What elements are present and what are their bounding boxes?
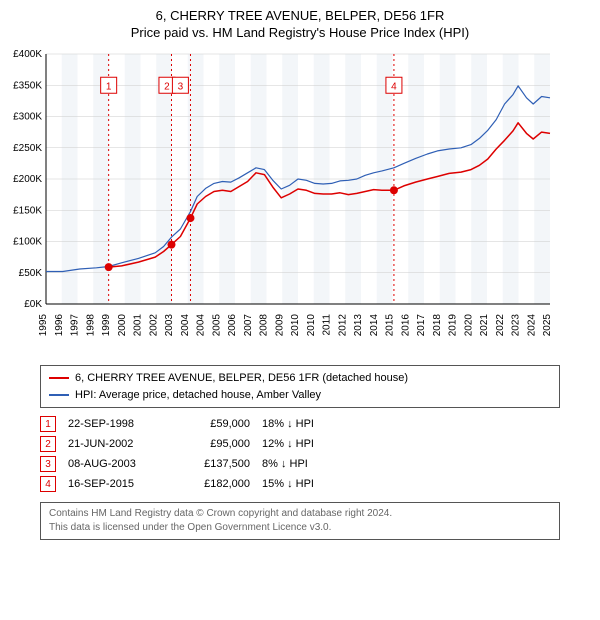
transaction-row: 1 22-SEP-1998 £59,000 18% ↓ HPI: [40, 416, 560, 432]
svg-text:2022: 2022: [495, 314, 506, 337]
transaction-marker-3: 3: [40, 456, 56, 472]
legend-row-property: 6, CHERRY TREE AVENUE, BELPER, DE56 1FR …: [49, 370, 551, 387]
footer-line2: This data is licensed under the Open Gov…: [49, 521, 551, 535]
transaction-marker-2: 2: [40, 436, 56, 452]
transaction-price: £95,000: [180, 438, 250, 450]
footer-line1: Contains HM Land Registry data © Crown c…: [49, 507, 551, 521]
transaction-row: 2 21-JUN-2002 £95,000 12% ↓ HPI: [40, 436, 560, 452]
svg-text:2013: 2013: [353, 314, 364, 337]
svg-text:1998: 1998: [85, 314, 96, 337]
svg-text:1996: 1996: [54, 314, 65, 337]
svg-text:2008: 2008: [259, 314, 270, 337]
svg-text:£50K: £50K: [19, 268, 43, 279]
svg-text:2011: 2011: [322, 314, 333, 336]
chart-container: £0K £50K £100K £150K £200K £250K £300K £350K £40…: [0, 44, 600, 359]
svg-text:2000: 2000: [117, 314, 128, 337]
svg-text:2002: 2002: [148, 314, 159, 337]
svg-text:2004: 2004: [196, 314, 207, 337]
title-address: 6, CHERRY TREE AVENUE, BELPER, DE56 1FR: [0, 8, 600, 23]
legend-swatch-property: [49, 377, 69, 379]
svg-text:£200K: £200K: [13, 174, 42, 185]
svg-text:2010: 2010: [306, 314, 317, 337]
svg-text:2017: 2017: [416, 314, 427, 337]
transaction-row: 3 08-AUG-2003 £137,500 8% ↓ HPI: [40, 456, 560, 472]
svg-text:2003: 2003: [164, 314, 175, 337]
svg-text:2014: 2014: [369, 314, 380, 337]
price-chart: £0K £50K £100K £150K £200K £250K £300K £350K £40…: [0, 44, 560, 354]
svg-text:1997: 1997: [70, 314, 81, 337]
svg-text:2: 2: [164, 81, 170, 92]
transaction-date: 16-SEP-2015: [68, 478, 168, 490]
svg-text:2012: 2012: [337, 314, 348, 337]
svg-text:2004: 2004: [180, 314, 191, 337]
transaction-price: £182,000: [180, 478, 250, 490]
svg-text:£100K: £100K: [13, 237, 42, 248]
svg-text:2024: 2024: [526, 314, 537, 337]
transaction-marker-1: 1: [40, 416, 56, 432]
svg-text:3: 3: [178, 81, 184, 92]
svg-text:2001: 2001: [133, 314, 144, 337]
svg-text:£300K: £300K: [13, 112, 42, 123]
transaction-price: £137,500: [180, 458, 250, 470]
transaction-delta: 12% ↓ HPI: [262, 438, 352, 450]
svg-text:2015: 2015: [385, 314, 396, 337]
svg-text:4: 4: [391, 81, 397, 92]
transaction-price: £59,000: [180, 418, 250, 430]
svg-text:1999: 1999: [101, 314, 112, 337]
title-subtitle: Price paid vs. HM Land Registry's House …: [0, 25, 600, 40]
svg-text:2010: 2010: [290, 314, 301, 337]
svg-text:£0K: £0K: [24, 299, 42, 310]
svg-text:£400K: £400K: [13, 49, 42, 60]
transaction-date: 22-SEP-1998: [68, 418, 168, 430]
svg-text:2009: 2009: [274, 314, 285, 337]
svg-text:2025: 2025: [542, 314, 553, 337]
svg-text:2005: 2005: [211, 314, 222, 337]
svg-text:£150K: £150K: [13, 205, 42, 216]
svg-text:1995: 1995: [38, 314, 49, 337]
legend-swatch-hpi: [49, 394, 69, 396]
legend-label-hpi: HPI: Average price, detached house, Ambe…: [75, 387, 321, 404]
svg-text:2016: 2016: [400, 314, 411, 337]
svg-text:2018: 2018: [432, 314, 443, 337]
svg-text:1: 1: [106, 81, 112, 92]
transactions-table: 1 22-SEP-1998 £59,000 18% ↓ HPI 2 21-JUN-2002…: [40, 416, 560, 492]
svg-text:£250K: £250K: [13, 143, 42, 154]
footer-attribution: Contains HM Land Registry data © Crown c…: [40, 502, 560, 540]
svg-text:2019: 2019: [448, 314, 459, 337]
legend-row-hpi: HPI: Average price, detached house, Ambe…: [49, 387, 551, 404]
svg-text:2020: 2020: [463, 314, 474, 337]
transaction-delta: 18% ↓ HPI: [262, 418, 352, 430]
svg-text:2023: 2023: [511, 314, 522, 337]
svg-text:2007: 2007: [243, 314, 254, 337]
transaction-delta: 15% ↓ HPI: [262, 478, 352, 490]
svg-text:2006: 2006: [227, 314, 238, 337]
svg-text:2021: 2021: [479, 314, 490, 337]
transaction-date: 21-JUN-2002: [68, 438, 168, 450]
legend-label-property: 6, CHERRY TREE AVENUE, BELPER, DE56 1FR …: [75, 370, 408, 387]
transaction-date: 08-AUG-2003: [68, 458, 168, 470]
transaction-delta: 8% ↓ HPI: [262, 458, 352, 470]
legend: 6, CHERRY TREE AVENUE, BELPER, DE56 1FR …: [40, 365, 560, 408]
transaction-marker-4: 4: [40, 476, 56, 492]
transaction-row: 4 16-SEP-2015 £182,000 15% ↓ HPI: [40, 476, 560, 492]
svg-text:£350K: £350K: [13, 80, 42, 91]
